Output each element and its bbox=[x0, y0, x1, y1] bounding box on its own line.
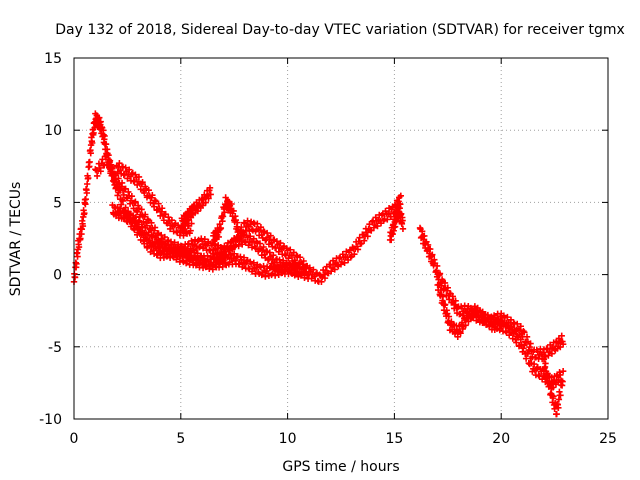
plus-markers bbox=[177, 184, 214, 232]
x-tick-label: 0 bbox=[70, 431, 79, 447]
x-tick-label: 5 bbox=[176, 431, 185, 447]
x-axis-label: GPS time / hours bbox=[282, 459, 399, 475]
chart-title: Day 132 of 2018, Sidereal Day-to-day VTE… bbox=[55, 22, 625, 38]
y-tick-label: -5 bbox=[48, 340, 62, 356]
plus-markers bbox=[386, 203, 407, 244]
x-tick-label: 20 bbox=[492, 431, 510, 447]
data-marks bbox=[70, 110, 567, 418]
x-tick-labels: 0 5 10 15 20 25 bbox=[70, 431, 617, 447]
plot-frame bbox=[73, 57, 609, 420]
y-tick-label: 15 bbox=[44, 51, 62, 67]
y-tick-label: 10 bbox=[44, 123, 62, 139]
y-tick-label: 5 bbox=[53, 195, 62, 211]
y-axis-label: SDTVAR / TECUs bbox=[8, 182, 24, 297]
series-track-6 bbox=[209, 194, 242, 247]
x-tick-label: 25 bbox=[599, 431, 617, 447]
plus-markers bbox=[209, 194, 242, 247]
series-track-10 bbox=[540, 355, 567, 418]
y-tick-label: 0 bbox=[53, 268, 62, 284]
x-tick-label: 10 bbox=[279, 431, 297, 447]
series-track-4 bbox=[113, 160, 195, 239]
series-track-8 bbox=[416, 224, 567, 363]
y-tick-label: -10 bbox=[39, 412, 62, 428]
series-track-5 bbox=[177, 184, 214, 232]
plus-markers bbox=[540, 355, 567, 418]
series-track-7 bbox=[386, 203, 407, 244]
y-tick-labels: -10 -5 0 5 10 15 bbox=[39, 51, 62, 428]
plus-markers bbox=[109, 201, 302, 280]
plus-markers bbox=[416, 224, 567, 363]
series-track-3 bbox=[109, 201, 302, 280]
x-tick-label: 15 bbox=[385, 431, 403, 447]
plus-markers bbox=[113, 160, 195, 239]
